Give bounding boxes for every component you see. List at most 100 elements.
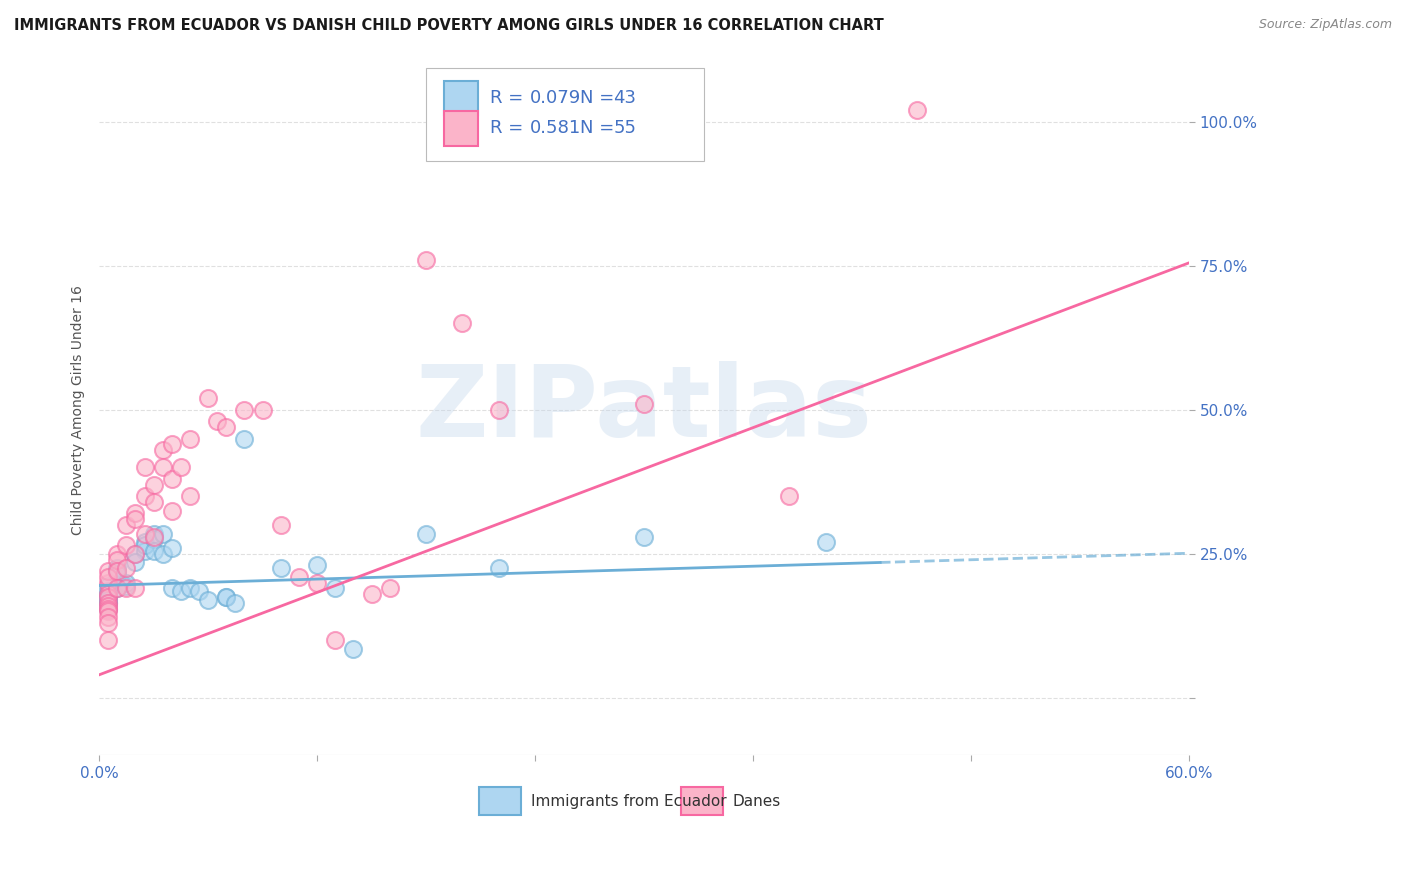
Point <box>152 460 174 475</box>
Point <box>97 604 120 618</box>
Text: R =: R = <box>491 120 530 137</box>
Point <box>270 518 292 533</box>
Point <box>105 561 128 575</box>
Point <box>97 610 120 624</box>
Point <box>142 495 165 509</box>
Point <box>415 252 437 267</box>
FancyBboxPatch shape <box>426 68 704 161</box>
Point <box>97 593 120 607</box>
Point <box>142 544 165 558</box>
Point <box>97 615 120 630</box>
Point <box>105 552 128 566</box>
Point <box>142 533 165 547</box>
Point <box>97 601 120 615</box>
Point <box>124 512 146 526</box>
Point <box>134 489 156 503</box>
Point <box>124 507 146 521</box>
Point <box>197 593 219 607</box>
Text: Danes: Danes <box>733 794 780 809</box>
Point <box>633 397 655 411</box>
Point <box>115 575 138 590</box>
Text: IMMIGRANTS FROM ECUADOR VS DANISH CHILD POVERTY AMONG GIRLS UNDER 16 CORRELATION: IMMIGRANTS FROM ECUADOR VS DANISH CHILD … <box>14 18 884 33</box>
Point <box>97 564 120 578</box>
Point <box>97 596 120 610</box>
Point <box>160 503 183 517</box>
Point <box>105 582 128 596</box>
Point <box>160 582 183 596</box>
Y-axis label: Child Poverty Among Girls Under 16: Child Poverty Among Girls Under 16 <box>72 285 86 534</box>
Point <box>152 443 174 458</box>
Point <box>814 535 837 549</box>
Point <box>215 420 238 434</box>
Point <box>124 582 146 596</box>
Point <box>152 526 174 541</box>
Point <box>142 530 165 544</box>
Point <box>307 558 329 573</box>
Point <box>215 590 238 604</box>
Point <box>97 601 120 615</box>
Point <box>142 477 165 491</box>
Point <box>778 489 800 503</box>
Point <box>179 582 201 596</box>
Point <box>134 535 156 549</box>
Point <box>323 633 346 648</box>
Point <box>160 541 183 555</box>
Point <box>360 587 382 601</box>
FancyBboxPatch shape <box>443 80 478 115</box>
Point <box>115 538 138 552</box>
Point <box>97 587 120 601</box>
Point <box>134 460 156 475</box>
Point <box>905 103 928 117</box>
Point <box>97 570 120 584</box>
Point <box>142 526 165 541</box>
Text: 0.581: 0.581 <box>530 120 581 137</box>
Point <box>224 596 246 610</box>
Point <box>170 460 193 475</box>
Point <box>105 582 128 596</box>
Point <box>97 590 120 604</box>
Point <box>97 599 120 613</box>
FancyBboxPatch shape <box>681 788 723 815</box>
Point <box>105 564 128 578</box>
Point <box>307 575 329 590</box>
Point <box>115 518 138 533</box>
Text: Source: ZipAtlas.com: Source: ZipAtlas.com <box>1258 18 1392 31</box>
Point <box>415 526 437 541</box>
Point <box>124 547 146 561</box>
Point <box>451 316 474 330</box>
Point <box>105 566 128 581</box>
Point <box>134 538 156 552</box>
Point <box>134 526 156 541</box>
Point <box>323 582 346 596</box>
FancyBboxPatch shape <box>479 788 520 815</box>
Point <box>152 547 174 561</box>
Text: Immigrants from Ecuador: Immigrants from Ecuador <box>530 794 727 809</box>
Point <box>115 561 138 575</box>
Point <box>160 437 183 451</box>
Point <box>170 584 193 599</box>
Point <box>205 414 228 428</box>
Text: 0.079: 0.079 <box>530 89 581 107</box>
Point <box>97 575 120 590</box>
Point <box>488 402 510 417</box>
Point <box>115 582 138 596</box>
Point <box>342 641 364 656</box>
Point <box>378 582 401 596</box>
Point <box>179 489 201 503</box>
Point <box>97 584 120 599</box>
Point <box>105 564 128 578</box>
Point <box>179 432 201 446</box>
Point <box>488 561 510 575</box>
Point <box>97 596 120 610</box>
Point <box>270 561 292 575</box>
Point <box>188 584 211 599</box>
Point <box>105 547 128 561</box>
Point <box>124 547 146 561</box>
Point <box>124 556 146 570</box>
Point <box>160 472 183 486</box>
Text: 43: 43 <box>613 89 637 107</box>
Point <box>215 590 238 604</box>
Point <box>633 530 655 544</box>
Point <box>97 633 120 648</box>
Point <box>97 596 120 610</box>
